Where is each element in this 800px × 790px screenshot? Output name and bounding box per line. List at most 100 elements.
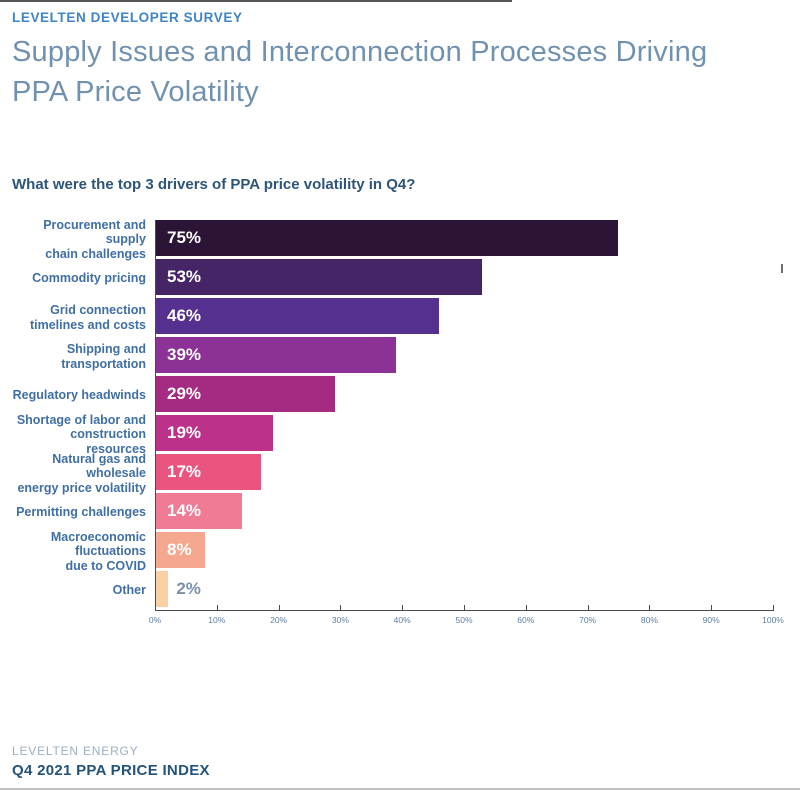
- axis-tick: [340, 605, 342, 611]
- bar-value-label: 19%: [167, 423, 202, 442]
- bar-value-label: 17%: [167, 462, 202, 481]
- category-label-line: Natural gas and wholesale: [52, 451, 146, 481]
- category-label-line: construction resources: [70, 427, 146, 456]
- footer-brand: LEVELTEN ENERGY: [12, 744, 139, 758]
- axis-tick-label: 100%: [762, 615, 784, 625]
- chart-question: What were the top 3 drivers of PPA price…: [12, 176, 416, 193]
- category-label-line: transportation: [61, 356, 146, 371]
- page-title: Supply Issues and Interconnection Proces…: [12, 32, 772, 112]
- axis-tick: [587, 605, 589, 611]
- bar-track: 2%: [155, 571, 772, 610]
- category-label: Permitting challenges: [8, 493, 155, 532]
- bar-chart: Procurement and supply chain challenges 75…: [8, 217, 792, 610]
- category-label-line: Regulatory headwinds: [12, 388, 146, 403]
- chart-row: Shortage of labor and construction resour…: [8, 412, 792, 456]
- chart-row: Other 2%: [8, 571, 792, 610]
- bar-value-label: 2%: [176, 579, 201, 598]
- bar: 2%: [156, 571, 201, 607]
- axis-tick: [155, 605, 156, 611]
- category-label-line: Grid connection: [50, 303, 146, 317]
- chart-row: Shipping and transportation 39%: [8, 337, 792, 376]
- bar-track: 39%: [155, 337, 772, 376]
- category-label-line: chain challenges: [45, 246, 146, 261]
- bar: 8%: [156, 532, 206, 568]
- category-label: Regulatory headwinds: [8, 376, 155, 415]
- category-label: Grid connection timelines and costs: [8, 298, 155, 337]
- category-label-line: due to COVID: [65, 558, 146, 573]
- category-label: Commodity pricing: [8, 259, 155, 298]
- bar-track: 8%: [155, 532, 772, 571]
- chart-row: Natural gas and wholesale energy price vo…: [8, 451, 792, 495]
- bar-track: 53%: [155, 259, 772, 298]
- axis-tick: [402, 605, 404, 611]
- axis-tick-label: 30%: [331, 615, 349, 625]
- axis-tick-label: 40%: [393, 615, 411, 625]
- category-label-line: Permitting challenges: [16, 505, 146, 520]
- footer: LEVELTEN ENERGY Q4 2021 PPA PRICE INDEX: [12, 744, 210, 779]
- header: LEVELTEN DEVELOPER SURVEY Supply Issues …: [12, 10, 772, 112]
- category-label-line: Shortage of labor and: [16, 412, 146, 427]
- chart-row: Permitting challenges 14%: [8, 493, 792, 532]
- bar: 39%: [156, 337, 397, 373]
- bar-value-label: 46%: [167, 306, 202, 325]
- chart-row: Grid connection timelines and costs 46%: [8, 298, 792, 337]
- footer-report-title: Q4 2021 PPA PRICE INDEX: [12, 762, 210, 779]
- axis-tick-label: 50%: [455, 615, 473, 625]
- bar-track: 19%: [155, 415, 772, 454]
- category-label-line: fluctuations: [75, 544, 146, 559]
- bar: 53%: [156, 259, 483, 295]
- stray-mark-artifact: [781, 264, 783, 273]
- category-label-line: timelines and costs: [29, 317, 146, 332]
- axis-tick-label: 80%: [640, 615, 658, 625]
- category-label: Natural gas and wholesale energy price vo…: [8, 451, 155, 495]
- bottom-edge-artifact: [0, 788, 800, 790]
- axis-tick-label: 90%: [702, 615, 720, 625]
- axis-tick: [649, 605, 651, 611]
- bar-track: 17%: [155, 454, 772, 493]
- category-label-line: Procurement and supply: [43, 217, 146, 247]
- axis-tick: [464, 605, 465, 611]
- chart-row: Regulatory headwinds 29%: [8, 376, 792, 415]
- bar-value-label: 53%: [167, 267, 202, 286]
- chart-row: Commodity pricing 53%: [8, 259, 792, 298]
- top-edge-artifact: [0, 0, 512, 2]
- bar: 29%: [156, 376, 335, 412]
- bar: 19%: [156, 415, 274, 451]
- bar: 75%: [156, 220, 618, 256]
- survey-eyebrow: LEVELTEN DEVELOPER SURVEY: [12, 10, 243, 25]
- bar-track: 46%: [155, 298, 772, 337]
- axis-tick: [711, 605, 713, 611]
- page-title-line1: Supply Issues and Interconnection Proces…: [12, 36, 708, 68]
- bar: 14%: [156, 493, 243, 529]
- category-label: Shortage of labor and construction resour…: [8, 412, 155, 456]
- category-label-line: Macroeconomic: [50, 529, 146, 544]
- axis-tick: [773, 605, 774, 611]
- axis-tick-label: 60%: [517, 615, 535, 625]
- axis-tick-label: 70%: [579, 615, 597, 625]
- page-title-line2: PPA Price Volatility: [12, 76, 259, 108]
- category-label-line: Shipping and: [66, 342, 146, 356]
- bar: 46%: [156, 298, 440, 334]
- bar-track: 14%: [155, 493, 772, 532]
- chart-row: Procurement and supply chain challenges 75…: [8, 217, 792, 261]
- axis-tick: [216, 605, 218, 611]
- category-label-line: Commodity pricing: [32, 271, 146, 286]
- bar-track: 75%: [155, 220, 772, 259]
- x-axis: 0% 10% 20% 30% 40% 50% 60% 70% 80% 90% 100%: [149, 605, 784, 632]
- bar-value-label: 29%: [167, 384, 202, 403]
- axis-tick-label: 10%: [208, 615, 226, 625]
- bar-track: 29%: [155, 376, 772, 415]
- category-label: Macroeconomic fluctuations due to COVID: [8, 529, 155, 573]
- bar-value-label: 14%: [167, 501, 202, 520]
- category-label: Procurement and supply chain challenges: [8, 217, 155, 261]
- bar-value-label: 75%: [167, 228, 202, 247]
- axis-tick-label: 20%: [270, 615, 288, 625]
- axis-tick: [278, 605, 280, 611]
- category-label: Other: [8, 571, 155, 610]
- category-label-line: Other: [112, 583, 146, 598]
- bar-value-label: 39%: [167, 345, 202, 364]
- axis-tick: [525, 605, 527, 611]
- category-label: Shipping and transportation: [8, 337, 155, 376]
- category-label-line: energy price volatility: [17, 480, 146, 495]
